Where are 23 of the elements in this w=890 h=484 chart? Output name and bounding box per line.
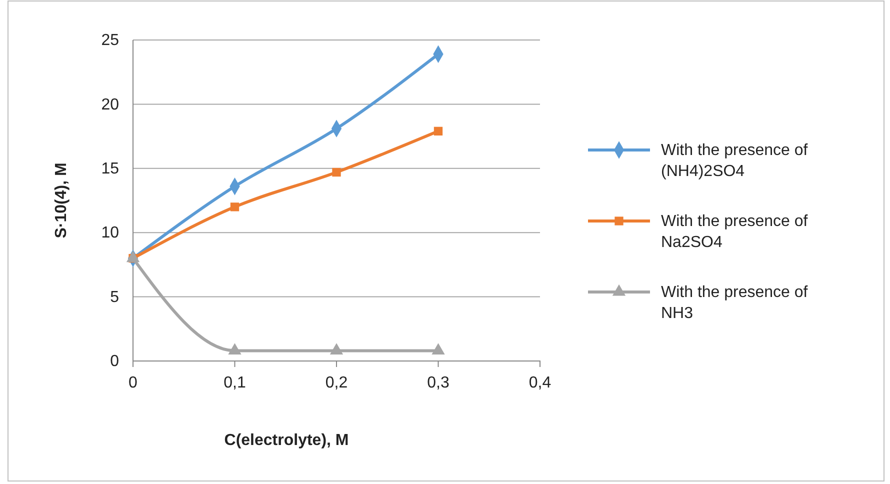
y-tick-label: 5 (110, 288, 120, 306)
x-tick-label: 0,1 (224, 374, 246, 392)
legend-label: With the presence of Na2SO4 (661, 213, 808, 251)
y-tick-label: 10 (101, 224, 120, 242)
legend-label: With the presence of NH3 (661, 284, 808, 322)
y-tick-label: 0 (110, 353, 120, 370)
point (432, 343, 445, 355)
point (126, 250, 140, 262)
point (330, 343, 344, 355)
x-tick-label: 0,2 (325, 374, 348, 392)
y-tick-label: 15 (101, 160, 120, 178)
legend-label: With the presence of (NH4)2SO4 (661, 142, 808, 180)
point (228, 343, 242, 355)
point (230, 202, 240, 212)
point (434, 126, 443, 136)
x-tick-label: 0 (128, 374, 138, 392)
point (332, 168, 341, 177)
y-axis-title: S·10(4), M (53, 162, 70, 238)
x-tick-label: 0,4 (528, 374, 552, 392)
y-tick-label: 25 (101, 32, 120, 50)
y-tick-label: 20 (101, 96, 120, 114)
x-axis-title: C(electrolyte), M (224, 432, 349, 449)
x-tick-label: 0,3 (427, 374, 450, 392)
